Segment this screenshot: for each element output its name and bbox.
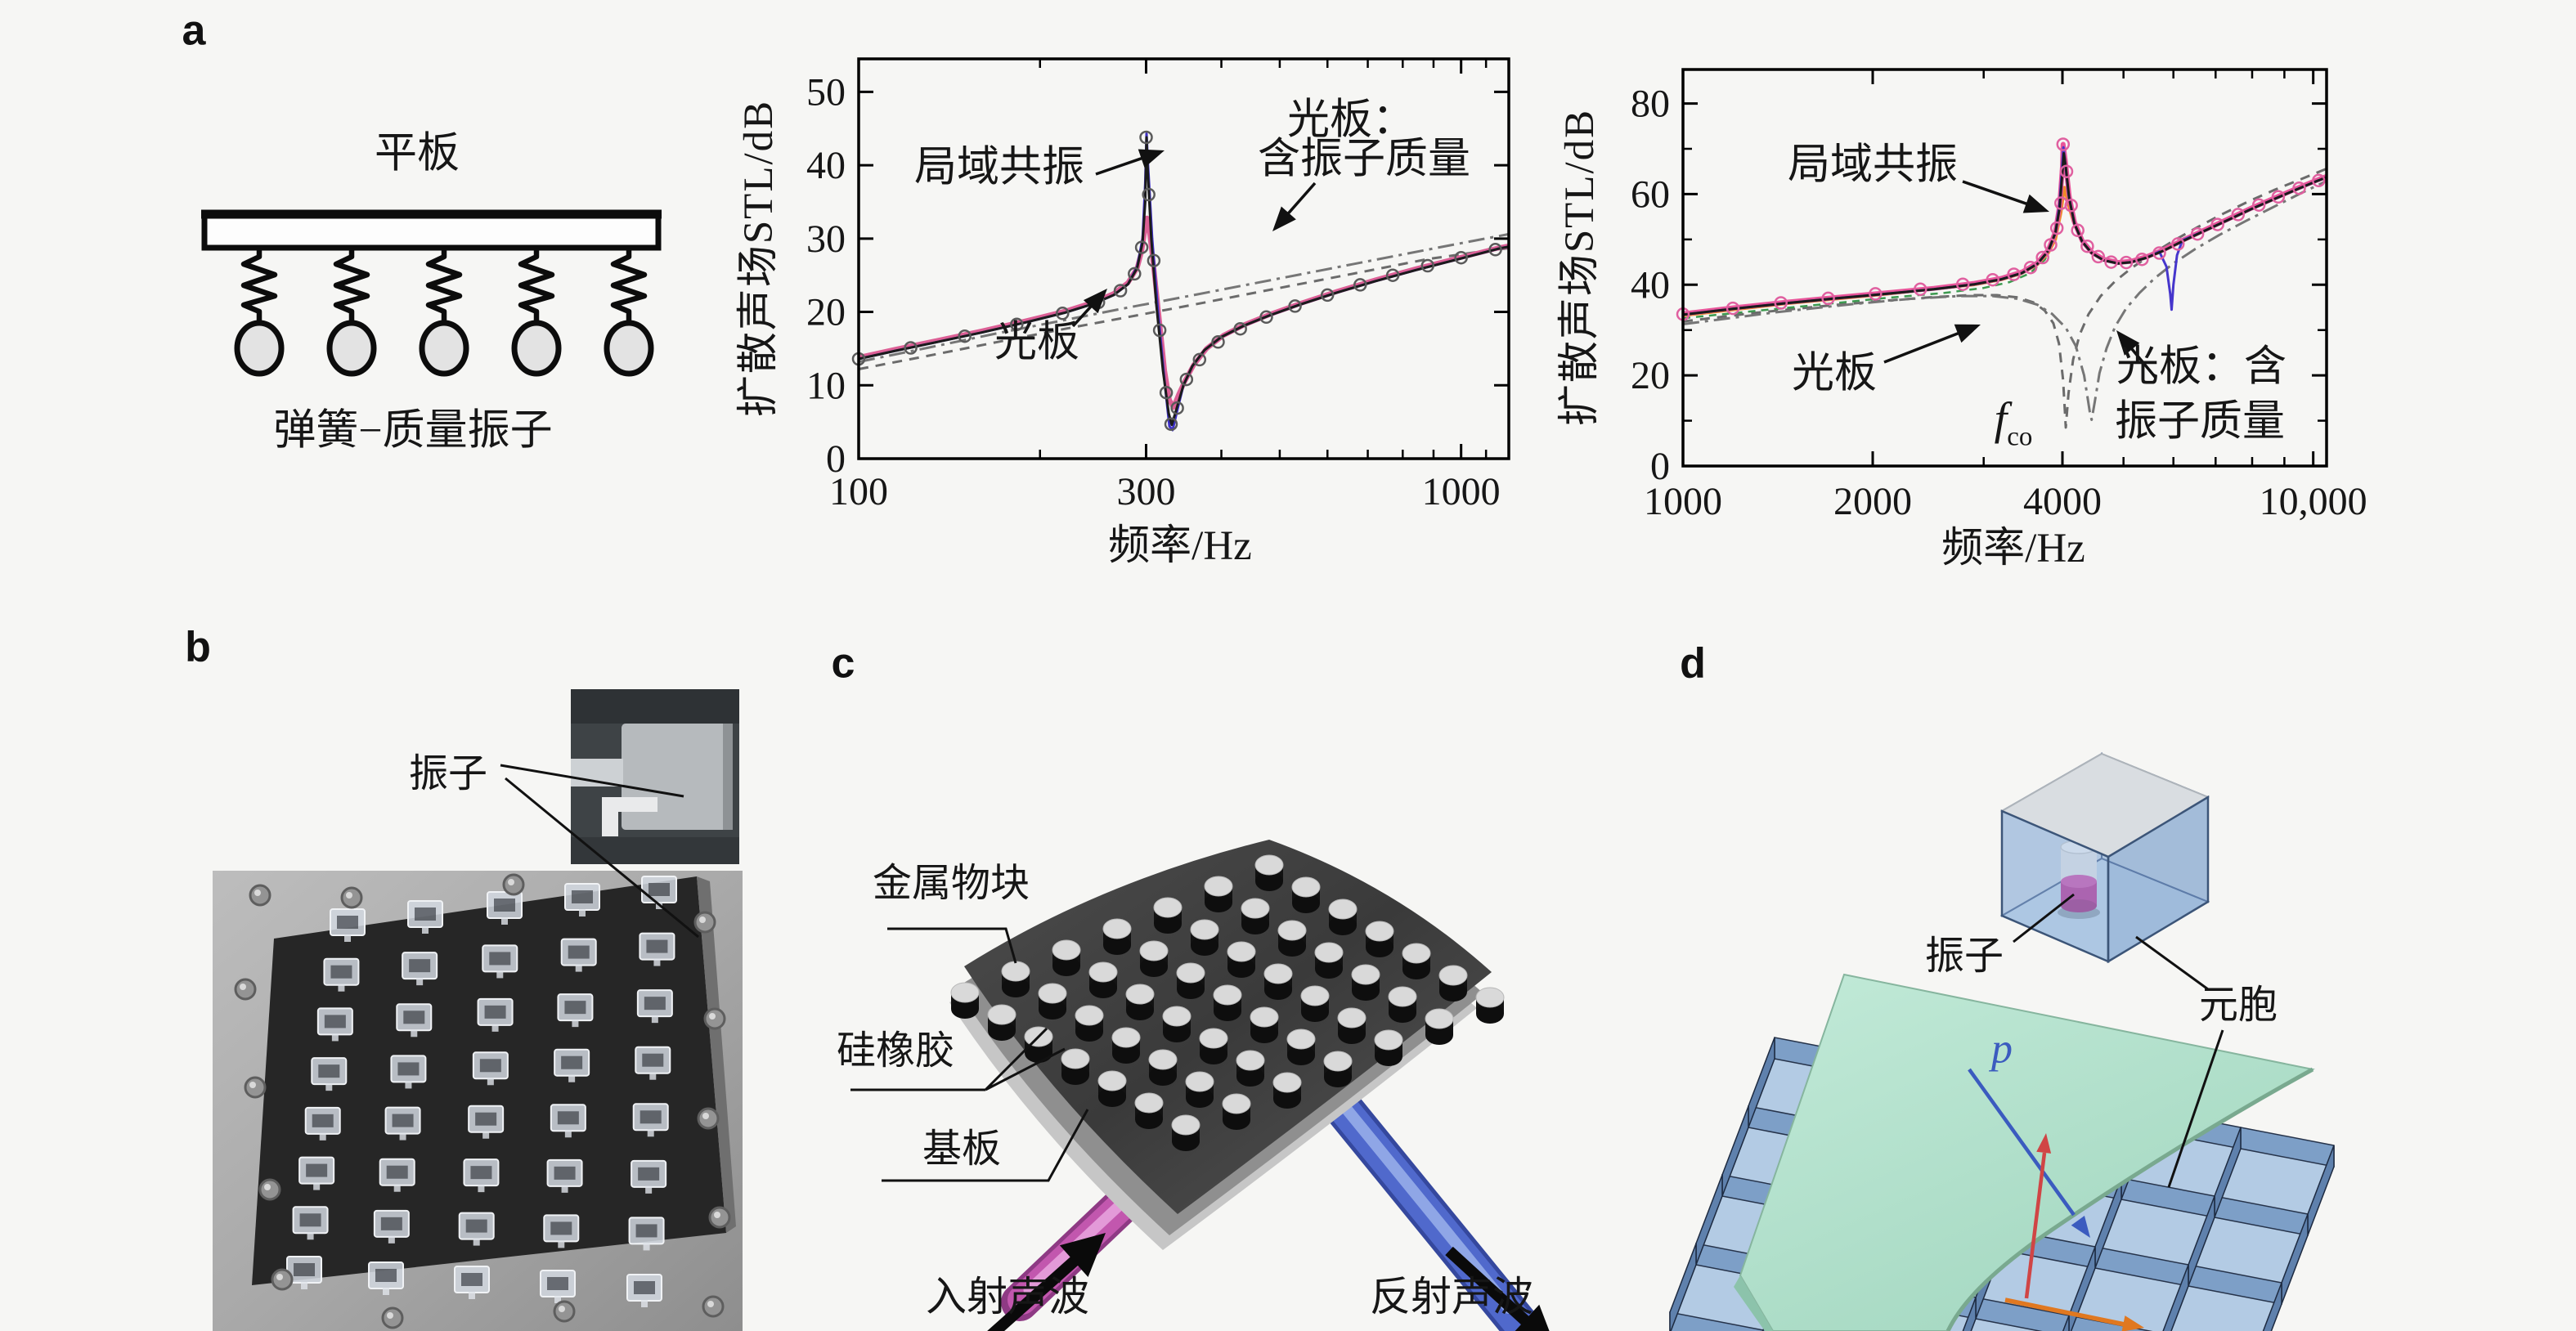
svg-text:30: 30 [806, 217, 846, 261]
panel-d-oscillator-label: 振子 [1924, 934, 2004, 978]
svg-text:2000: 2000 [1833, 480, 1912, 523]
specimen-photo [213, 689, 743, 1331]
pressure-vector-label: p [1991, 1025, 2013, 1073]
chart1-bare-plate-annotation: 光板 [994, 319, 1080, 366]
svg-text:80: 80 [1631, 83, 1670, 126]
svg-text:1000: 1000 [1422, 470, 1501, 513]
chart2-bare-plate-mass-annotation-line2: 振子质量 [2114, 398, 2286, 446]
metal-block-label: 金属物块 [872, 861, 1030, 905]
incident-wave-label: 入射声波 [926, 1273, 1089, 1320]
chart2-bare-plate-mass-annotation-line1: 光板：含 [2116, 343, 2287, 391]
sandwich-panel-illustration [1669, 752, 2335, 1331]
svg-text:1000: 1000 [1644, 480, 1722, 523]
svg-text:50: 50 [806, 70, 846, 114]
spring-mass-schematic [201, 209, 662, 377]
chart1-y-axis-label: 扩散声场STL/dB [736, 99, 783, 418]
reflected-wave-label: 反射声波 [1370, 1273, 1533, 1320]
chart2-y-axis-label: 扩散声场STL/dB [1557, 108, 1604, 427]
plate-label: 平板 [374, 130, 460, 177]
svg-text:300: 300 [1116, 470, 1175, 513]
svg-text:10,000: 10,000 [2260, 480, 2367, 523]
svg-text:10: 10 [806, 364, 846, 407]
fco-symbol: f [1994, 393, 2008, 445]
svg-text:40: 40 [806, 144, 846, 187]
silicone-rubber-label: 硅橡胶 [836, 1028, 955, 1073]
svg-text:60: 60 [1631, 173, 1670, 216]
svg-text:40: 40 [1631, 263, 1670, 307]
panel-letter-d: d [1680, 639, 1706, 688]
panel-letter-c: c [831, 639, 855, 688]
spring-mass-oscillator-label: 弹簧−质量振子 [273, 407, 553, 455]
svg-text:20: 20 [1631, 354, 1670, 397]
chart2-coincidence-frequency-label: fco [1994, 393, 2033, 452]
chart-1: 100 300 1000 0 10 20 30 40 50 [806, 57, 1510, 513]
svg-text:4000: 4000 [2023, 480, 2102, 523]
svg-text:0: 0 [1650, 445, 1670, 488]
fco-subscript: co [2007, 422, 2033, 452]
panel-letter-a: a [182, 7, 206, 55]
panel-b-oscillator-label: 振子 [408, 751, 488, 795]
chart1-local-resonance-annotation: 局域共振 [913, 144, 1085, 191]
unit-cell-label: 元胞 [2198, 983, 2278, 1027]
base-plate-label: 基板 [922, 1127, 1002, 1171]
chart1-x-axis-label: 频率/Hz [1108, 523, 1252, 570]
stud-plate-illustration [850, 840, 1550, 1331]
svg-text:0: 0 [826, 437, 846, 481]
svg-text:20: 20 [806, 291, 846, 334]
chart1-bare-plate-mass-annotation-line2: 含振子质量 [1257, 136, 1471, 183]
panel-letter-b: b [185, 623, 211, 671]
chart2-bare-plate-annotation: 光板 [1791, 350, 1878, 397]
chart2-local-resonance-annotation: 局域共振 [1787, 141, 1959, 189]
chart-2: 1000 2000 4000 10,000 0 20 40 60 80 [1631, 68, 2367, 523]
svg-text:100: 100 [829, 470, 888, 513]
chart2-x-axis-label: 频率/Hz [1941, 526, 2085, 572]
chart1-bare-plate-mass-annotation-line1: 光板： [1286, 96, 1416, 144]
